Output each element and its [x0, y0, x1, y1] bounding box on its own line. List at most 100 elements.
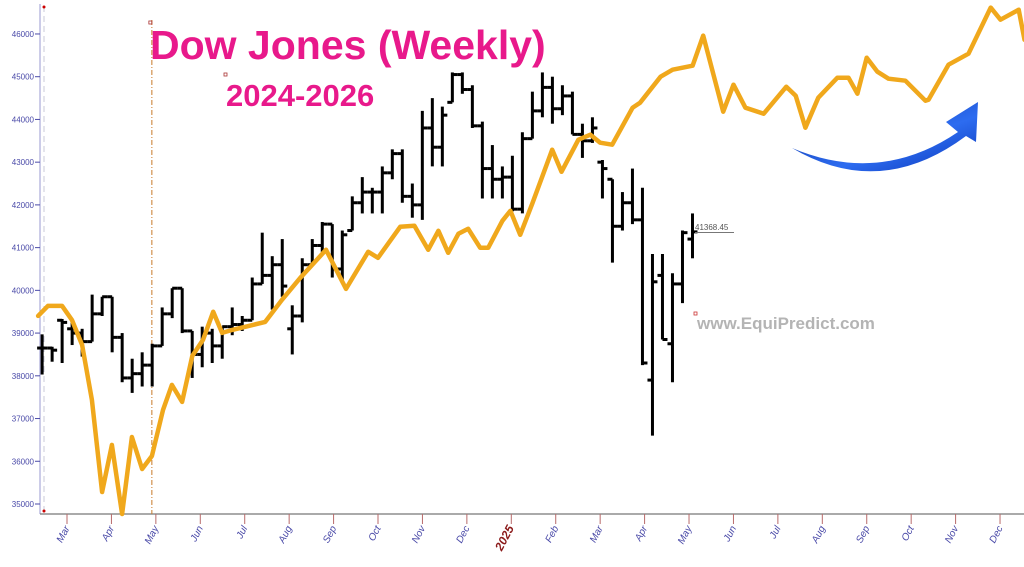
ohlc-bar [567, 91, 578, 136]
ohlc-bar [127, 358, 138, 393]
marker-square [693, 311, 698, 316]
ohlc-bar [447, 72, 458, 104]
y-tick-label: 37000 [12, 415, 35, 424]
ohlc-bar [367, 187, 378, 214]
ohlc-bar [537, 72, 548, 118]
ohlc-bar [527, 91, 538, 141]
y-tick-label: 42000 [12, 201, 35, 210]
ohlc-bar [257, 232, 268, 286]
ohlc-bar [397, 149, 408, 203]
x-tick-label: Jun [188, 524, 206, 545]
ohlc-bar [617, 192, 628, 231]
forecast-line [35, 5, 1024, 517]
ohlc-bar [247, 277, 258, 322]
y-tick-label: 45000 [12, 73, 35, 82]
ohlc-bar [347, 196, 358, 233]
ohlc-bar [467, 85, 478, 128]
watermark: www.EquiPredict.com [697, 314, 875, 333]
ohlc-bar [287, 305, 298, 355]
marker-square [223, 72, 228, 77]
ohlc-bar [607, 177, 618, 263]
x-tick-label: Sep [854, 524, 872, 545]
ohlc-bar [167, 286, 178, 319]
ohlc-bar [667, 273, 678, 383]
ohlc-bar [457, 72, 468, 94]
ohlc-bar [547, 76, 558, 124]
ohlc-bar [387, 149, 398, 180]
x-tick-label: Aug [809, 524, 828, 546]
ohlc-bar [517, 132, 528, 214]
chart-subtitle: 2024-2026 [226, 78, 375, 113]
ohlc-bar [87, 294, 98, 344]
x-tick-label: Dec [454, 524, 472, 545]
ohlc-bar [47, 346, 58, 362]
ohlc-bar [427, 98, 438, 167]
ohlc-bar [687, 213, 698, 259]
y-tick-label: 36000 [12, 457, 35, 466]
y-tick-label: 40000 [12, 286, 35, 295]
x-tick-label: Apr [100, 524, 118, 544]
ohlc-bar [107, 295, 118, 353]
ohlc-bar [377, 166, 388, 214]
x-tick-label: Mar [55, 524, 73, 545]
ohlc-bar [117, 333, 128, 383]
x-tick-label: May [143, 523, 162, 546]
ohlc-bar [437, 106, 448, 167]
ohlc-bar [677, 230, 688, 304]
x-tick-label: Jul [234, 524, 251, 542]
y-tick-label: 41000 [12, 244, 35, 253]
x-tick-label: Dec [988, 524, 1006, 545]
ohlc-bar [277, 239, 288, 297]
x-tick-label: Oct [900, 523, 918, 543]
y-tick-label: 46000 [12, 30, 35, 39]
ohlc-bar [147, 343, 158, 387]
x-tick-label: Nov [943, 523, 962, 545]
ohlc-bar [647, 254, 658, 436]
x-tick-label: Mar [588, 524, 606, 545]
x-tick-label: Aug [276, 524, 295, 546]
ohlc-bar [597, 160, 608, 199]
ohlc-bar [637, 187, 648, 366]
ohlc-bar [97, 295, 108, 316]
ohlc-bar [57, 318, 68, 363]
x-tick-label: 2025 [492, 523, 518, 554]
y-tick-label: 44000 [12, 115, 35, 124]
start-marker-bottom [42, 509, 46, 513]
x-tick-label: May [676, 523, 695, 546]
y-tick-label: 35000 [12, 500, 35, 509]
ohlc-bar [407, 183, 418, 218]
ohlc-bar [557, 85, 568, 116]
ohlc-bar [267, 256, 278, 310]
ohlc-bar [137, 352, 148, 387]
y-tick-label: 43000 [12, 158, 35, 167]
chart-title: Dow Jones (Weekly) [150, 22, 546, 68]
x-tick-label: Jun [721, 524, 739, 545]
ohlc-bar [497, 166, 508, 199]
x-tick-label: Apr [633, 524, 651, 544]
x-tick-label: Oct [367, 523, 385, 543]
ohlc-bar [317, 221, 328, 252]
start-marker-top [42, 5, 46, 9]
x-tick-label: Nov [410, 523, 429, 545]
x-tick-label: Jul [767, 524, 784, 542]
y-tick-label: 38000 [12, 372, 35, 381]
ohlc-bar [657, 254, 668, 341]
ohlc-bar [207, 328, 218, 363]
x-tick-label: Sep [321, 524, 339, 545]
ohlc-bars [37, 72, 698, 436]
ohlc-bar [627, 168, 638, 225]
last-price-label: 41368.45 [695, 223, 735, 233]
marker-square [148, 20, 153, 25]
ohlc-bar [487, 145, 498, 199]
ohlc-bar [577, 123, 588, 158]
y-tick-label: 39000 [12, 329, 35, 338]
ohlc-bar [477, 121, 488, 199]
trend-arrow-icon [792, 102, 978, 172]
ohlc-bar [177, 286, 188, 334]
x-tick-label: Feb [544, 524, 562, 545]
ohlc-bar [297, 258, 308, 323]
ohlc-bar [507, 155, 518, 212]
ohlc-bar [37, 334, 48, 375]
ohlc-bar [357, 177, 368, 214]
